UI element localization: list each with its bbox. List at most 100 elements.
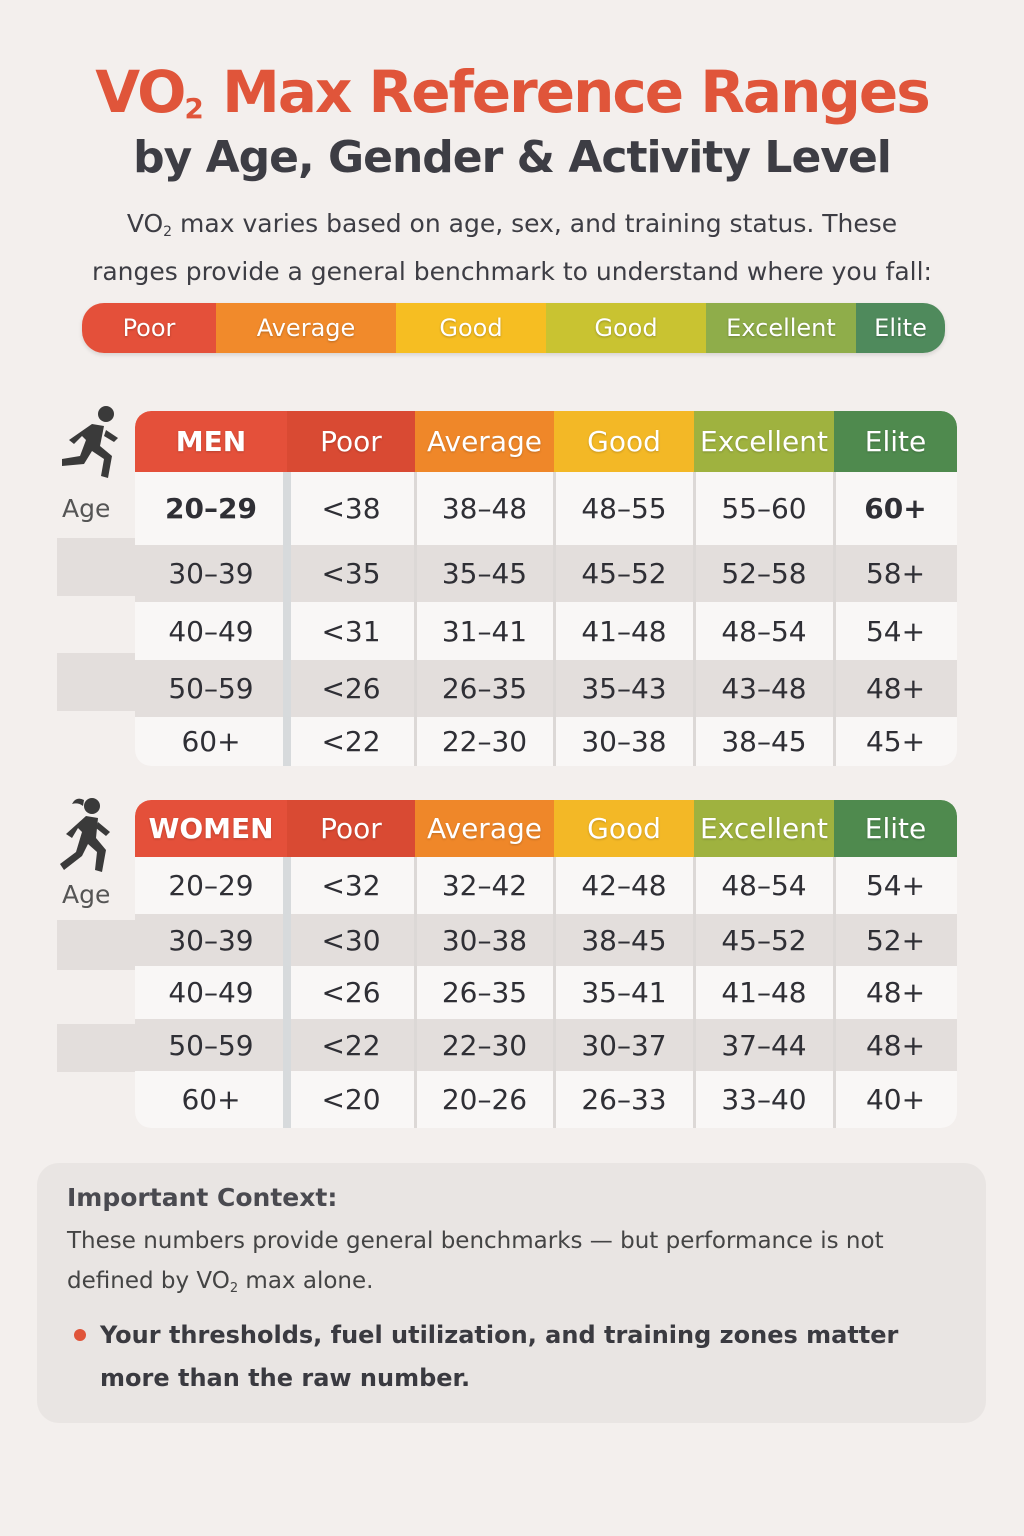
legend-item-excellent: Excellent: [706, 303, 856, 353]
age-label: Age: [62, 880, 111, 909]
table-row: 30–39 <35 35–45 45–52 52–58 58+: [135, 545, 957, 602]
table-cell: <22: [321, 725, 381, 758]
table-row: 40–49 <31 31–41 41–48 48–54 54+: [135, 602, 957, 660]
legend-item-good: Good: [396, 303, 546, 353]
column-divider: [283, 857, 291, 1128]
table-cell: 42–48: [581, 869, 667, 902]
table-cell: 35–41: [581, 976, 667, 1009]
men-header-poor: Poor: [287, 411, 415, 472]
women-header-women: WOMEN: [135, 800, 287, 857]
table-cell: 41–48: [581, 614, 667, 648]
women-table-header: WOMEN Poor Average Good Excellent Elite: [135, 800, 957, 857]
table-row: 50–59 <26 26–35 35–43 43–48 48+: [135, 660, 957, 717]
table-cell: 45–52: [721, 923, 807, 957]
table-cell: 30–38: [581, 725, 667, 758]
column-divider: [693, 472, 696, 766]
table-cell: 20–26: [441, 1083, 528, 1116]
table-cell: 54+: [865, 614, 926, 648]
table-cell: 48+: [865, 976, 926, 1009]
men-header-good: Good: [554, 411, 694, 472]
age-range-cell: 60+: [181, 725, 241, 758]
column-divider: [693, 857, 696, 1128]
age-range-cell: 30–39: [168, 557, 254, 590]
table-cell: 30–38: [441, 923, 528, 957]
age-range-cell: 60+: [181, 1083, 241, 1116]
table-cell: 48–55: [581, 492, 667, 525]
table-cell: 52+: [865, 923, 926, 957]
column-divider: [833, 857, 836, 1128]
table-cell: <22: [321, 1028, 381, 1062]
men-header-elite: Elite: [834, 411, 957, 472]
table-cell: 26–35: [441, 672, 528, 705]
table-cell: 48+: [865, 672, 926, 705]
table-cell: 35–45: [441, 557, 528, 590]
table-cell: 55–60: [721, 492, 807, 525]
table-cell: 48–54: [721, 614, 807, 648]
table-row: 60+ <20 20–26 26–33 33–40 40+: [135, 1071, 957, 1128]
column-divider: [833, 472, 836, 766]
table-cell: 33–40: [721, 1083, 807, 1116]
table-cell: 45–52: [581, 557, 667, 590]
runner-man-icon: [62, 406, 118, 478]
women-header-average: Average: [415, 800, 554, 857]
men-section: Age MEN Poor Average Good Excellent Elite 20–…: [0, 404, 1024, 769]
women-header-good: Good: [554, 800, 694, 857]
table-cell: 26–35: [441, 976, 528, 1009]
table-cell: 22–30: [441, 1028, 528, 1062]
women-table: WOMEN Poor Average Good Excellent Elite 20–29…: [135, 800, 957, 1128]
table-cell: <20: [321, 1083, 381, 1116]
table-cell: 32–42: [441, 869, 528, 902]
age-range-cell: 20–29: [168, 869, 254, 902]
legend-item-elite: Elite: [856, 303, 945, 353]
table-row: 30–39 <30 30–38 38–45 45–52 52+: [135, 914, 957, 966]
women-section: Age WOMEN Poor Average Good Excellent Elite 2…: [0, 794, 1024, 1130]
table-cell: <38: [321, 492, 381, 525]
age-range-cell: 40–49: [168, 614, 254, 648]
table-cell: 54+: [865, 869, 926, 902]
table-cell: <32: [321, 869, 381, 902]
men-header-average: Average: [415, 411, 554, 472]
bullet-dot-icon: [74, 1329, 86, 1341]
table-row: 20–29 <32 32–42 42–48 48–54 54+: [135, 857, 957, 914]
women-header-poor: Poor: [287, 800, 415, 857]
table-cell: 41–48: [721, 976, 807, 1009]
table-row: 50–59 <22 22–30 30–37 37–44 48+: [135, 1019, 957, 1071]
rating-legend-bar: Poor Average Good Good Excellent Elite: [82, 303, 945, 353]
table-cell: 30–37: [581, 1028, 667, 1062]
table-cell: <26: [321, 976, 381, 1009]
table-cell: 38–45: [721, 725, 807, 758]
important-context-box: Important Context: These numbers provide…: [37, 1163, 986, 1423]
context-title: Important Context:: [67, 1183, 338, 1212]
legend-item-average: Average: [216, 303, 396, 353]
men-table-body: 20–29 <38 38–48 48–55 55–60 60+ 30–39 <35 35–45 4…: [135, 472, 957, 766]
men-table: MEN Poor Average Good Excellent Elite 20–29 <3…: [135, 411, 957, 766]
table-cell: <30: [321, 923, 381, 957]
table-cell: <31: [321, 614, 381, 648]
column-divider: [283, 472, 291, 766]
table-cell: <26: [321, 672, 381, 705]
table-cell: 38–45: [581, 923, 667, 957]
age-range-cell: 40–49: [168, 976, 254, 1009]
column-divider: [553, 857, 556, 1128]
table-cell: 58+: [865, 557, 926, 590]
table-cell: 40+: [865, 1083, 926, 1116]
table-cell: 37–44: [721, 1028, 807, 1062]
table-cell: 38–48: [441, 492, 528, 525]
women-header-excellent: Excellent: [694, 800, 834, 857]
table-cell: 31–41: [441, 614, 528, 648]
men-header-men: MEN: [135, 411, 287, 472]
age-range-cell: 50–59: [168, 1028, 254, 1062]
women-header-elite: Elite: [834, 800, 957, 857]
column-divider: [553, 472, 556, 766]
table-cell: 45+: [865, 725, 926, 758]
men-table-header: MEN Poor Average Good Excellent Elite: [135, 411, 957, 472]
table-cell: 48+: [865, 1028, 926, 1062]
women-table-body: 20–29 <32 32–42 42–48 48–54 54+ 30–39 <30 30–38 3…: [135, 857, 957, 1128]
table-cell: 22–30: [441, 725, 528, 758]
age-range-cell: 20–29: [165, 492, 257, 525]
table-cell: 48–54: [721, 869, 807, 902]
table-cell: 52–58: [721, 557, 807, 590]
page-title: VO2 Max Reference Ranges: [95, 58, 931, 126]
intro-text: VO2 max varies based on age, sex, and tr…: [92, 209, 932, 286]
column-divider: [414, 472, 417, 766]
